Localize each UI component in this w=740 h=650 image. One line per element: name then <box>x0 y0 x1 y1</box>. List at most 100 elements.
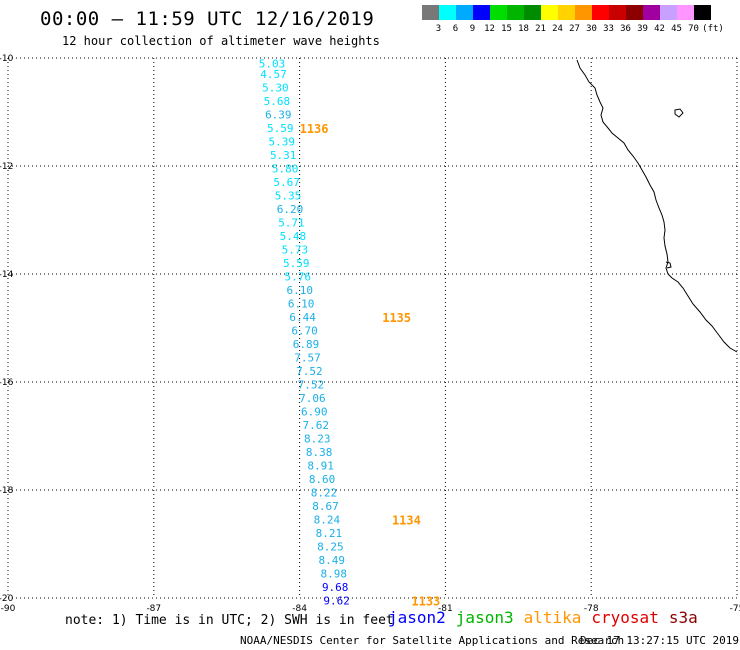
legend-label: 9 <box>469 24 476 34</box>
coastline <box>576 59 738 353</box>
swh-value: 6.44 <box>289 311 316 324</box>
legend-label: 21 <box>535 24 546 34</box>
map-subtitle: 12 hour collection of altimeter wave hei… <box>62 34 380 48</box>
swh-value: 5.73 <box>282 244 309 257</box>
swh-value: 6.20 <box>277 203 304 216</box>
legend-swatch <box>422 5 439 20</box>
swh-value: 6.10 <box>286 284 313 297</box>
satellite-name: s3a <box>668 608 698 627</box>
x-tick-label: -84 <box>292 604 307 614</box>
swh-value: 8.98 <box>320 568 347 581</box>
swh-value: 5.80 <box>272 163 299 176</box>
island <box>674 108 684 118</box>
swh-points: 5.034.575.305.686.395.595.395.315.805.67… <box>259 57 350 607</box>
swh-value: 6.10 <box>288 298 315 311</box>
swh-value: 5.39 <box>268 136 295 149</box>
legend-swatch <box>575 5 592 20</box>
swh-value: 8.21 <box>316 527 343 540</box>
legend-label: 27 <box>569 24 580 34</box>
x-tick-label: -81 <box>438 604 453 614</box>
legend-swatch <box>473 5 490 20</box>
y-tick-label: -14 <box>0 270 14 280</box>
swh-value: 6.39 <box>265 109 292 122</box>
y-tick-label: -20 <box>0 594 14 604</box>
swh-value: 5.59 <box>283 257 310 270</box>
satellite-name: altika <box>523 608 582 627</box>
x-tick-label: -87 <box>146 604 161 614</box>
y-tick-label: -12 <box>0 162 13 172</box>
x-tick-label: -90 <box>1 604 16 614</box>
swh-value: 6.89 <box>293 338 320 351</box>
swh-value: 5.59 <box>267 122 294 135</box>
legend-label: 39 <box>637 24 648 34</box>
legend-label: 33 <box>603 24 614 34</box>
credit-line: NOAA/NESDIS Center for Satellite Applica… <box>240 634 625 647</box>
legend-label: 3 <box>435 24 442 34</box>
swh-value: 5.03 <box>259 57 286 70</box>
x-tick-label: -75 <box>730 604 740 614</box>
legend-swatch <box>694 5 711 20</box>
swh-value: 4.57 <box>260 68 287 81</box>
footer-note: note: 1) Time is in UTC; 2) SWH is in fe… <box>65 613 394 628</box>
legend-label: 45 <box>671 24 682 34</box>
legend-label: 12 <box>484 24 495 34</box>
swh-value: 5.30 <box>262 82 289 95</box>
pass-number: 1135 <box>382 311 411 325</box>
legend-label: 6 <box>452 24 459 34</box>
pass-number: 1133 <box>411 595 440 609</box>
legend-swatch <box>558 5 575 20</box>
swh-value: 8.49 <box>319 554 346 567</box>
swh-value: 9.62 <box>323 595 350 608</box>
legend-unit: (ft) <box>702 24 724 34</box>
legend-swatch <box>592 5 609 20</box>
legend-swatch <box>626 5 643 20</box>
swh-value: 5.67 <box>273 176 300 189</box>
map-title: 00:00 — 11:59 UTC 12/16/2019 <box>40 8 375 30</box>
legend-label: 18 <box>518 24 529 34</box>
swh-value: 8.22 <box>311 487 338 500</box>
x-tick-label: -78 <box>584 604 599 614</box>
swh-value: 5.31 <box>270 149 297 162</box>
swh-value: 8.67 <box>312 500 339 513</box>
swh-value: 8.60 <box>309 473 336 486</box>
swh-value: 6.90 <box>301 406 328 419</box>
swh-value: 5.76 <box>285 271 312 284</box>
satellite-name: cryosat <box>591 608 659 627</box>
legend-swatch <box>541 5 558 20</box>
generated-timestamp: Dec 17 13:27:15 UTC 2019 <box>580 634 739 647</box>
y-tick-label: -16 <box>0 378 14 388</box>
legend-swatch <box>643 5 660 20</box>
swh-value: 5.71 <box>278 217 305 230</box>
swh-value: 8.24 <box>314 514 341 527</box>
swh-value: 8.25 <box>317 541 344 554</box>
swh-value: 6.70 <box>291 325 318 338</box>
satellite-name: jason2 <box>388 608 446 627</box>
coastal-inlet <box>665 261 672 269</box>
y-tick-label: -18 <box>0 486 14 496</box>
legend-label: 70 <box>688 24 699 34</box>
legend-label: 24 <box>552 24 563 34</box>
legend-swatch <box>456 5 473 20</box>
swh-value: 5.48 <box>280 230 307 243</box>
pass-number: 1136 <box>300 122 329 136</box>
swh-value: 8.38 <box>306 446 333 459</box>
satellite-legend: jason2 jason3 altika cryosat s3a <box>388 608 708 627</box>
legend-label: 42 <box>654 24 665 34</box>
swh-value: 5.35 <box>275 190 302 203</box>
legend-swatch <box>490 5 507 20</box>
pass-labels: 1136 1135 1134 1133 <box>300 122 441 609</box>
legend-swatch <box>507 5 524 20</box>
legend-swatch <box>660 5 677 20</box>
swh-value: 7.06 <box>299 392 326 405</box>
swh-value: 9.68 <box>322 581 349 594</box>
legend-swatch <box>524 5 541 20</box>
legend-label: 15 <box>501 24 512 34</box>
legend-label: 36 <box>620 24 631 34</box>
swh-value: 7.57 <box>294 352 321 365</box>
legend-swatch <box>439 5 456 20</box>
swh-value: 8.91 <box>307 460 334 473</box>
y-tick-label: -10 <box>0 54 14 64</box>
swh-value: 7.52 <box>296 365 323 378</box>
graticule <box>7 57 738 599</box>
